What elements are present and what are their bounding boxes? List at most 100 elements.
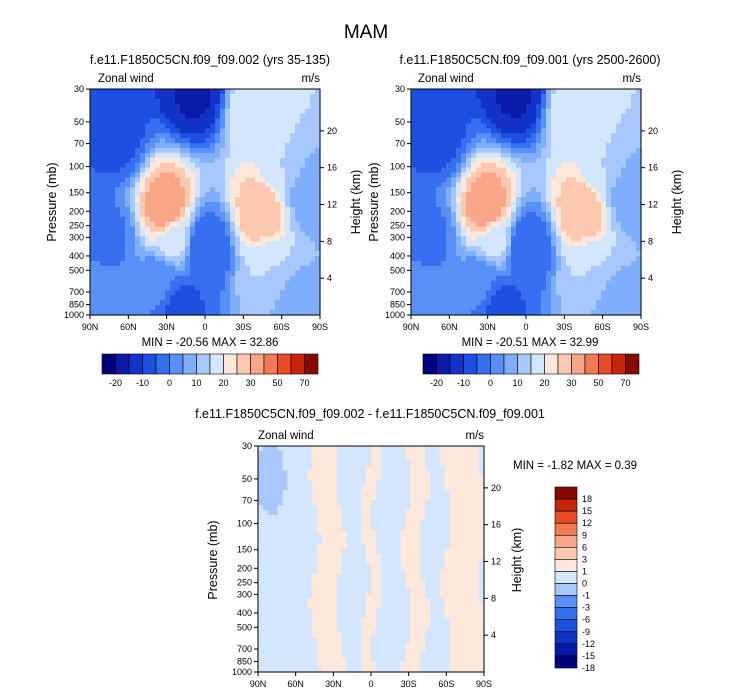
contour-cell — [451, 182, 457, 188]
contour-cell — [140, 172, 146, 179]
contour-cell — [300, 216, 306, 223]
contour-cell — [596, 89, 602, 95]
contour-cell — [282, 495, 289, 501]
contour-cell — [536, 89, 542, 95]
contour-cell — [290, 246, 296, 252]
contour-cell — [180, 152, 186, 159]
contour-cell — [110, 128, 116, 134]
contour-cell — [115, 138, 121, 144]
panel1-left-label: Zonal wind — [98, 73, 154, 85]
contour-cell — [258, 598, 264, 604]
contour-cell — [511, 93, 517, 100]
contour-cell — [541, 226, 547, 233]
contour-cell — [282, 490, 289, 496]
contour-cell — [431, 177, 437, 183]
contour-cell — [581, 305, 587, 311]
contour-cell — [210, 108, 216, 115]
contour-cell — [115, 211, 121, 218]
contour-cell — [436, 270, 442, 277]
contour-cell — [262, 637, 269, 644]
contour-cell — [285, 216, 291, 223]
contour-cell — [556, 270, 562, 277]
contour-cell — [556, 98, 562, 105]
contour-cell — [315, 310, 321, 316]
contour-cell — [551, 143, 557, 149]
contour-cell — [566, 128, 572, 134]
contour-cell — [267, 504, 274, 511]
contour-cell — [466, 157, 472, 164]
colorbar-swatch — [223, 353, 238, 375]
contour-cell — [195, 231, 201, 237]
contour-cell — [250, 260, 256, 267]
contour-cell — [205, 143, 211, 149]
contour-cell — [302, 504, 308, 511]
contour-cell — [135, 295, 141, 301]
contour-cell — [200, 152, 206, 159]
contour-cell — [290, 216, 296, 223]
contour-cell — [476, 300, 482, 306]
contour-cell — [606, 226, 612, 233]
contour-cell — [626, 270, 632, 277]
contour-cell — [471, 147, 477, 154]
contour-cell — [245, 226, 251, 233]
contour-cell — [307, 504, 313, 511]
contour-cell — [165, 98, 171, 105]
contour-cell — [315, 98, 321, 105]
contour-cell — [95, 246, 101, 252]
contour-cell — [130, 187, 136, 193]
contour-cell — [486, 157, 492, 164]
contour-cell — [461, 123, 467, 129]
contour-cell — [170, 197, 176, 203]
contour-cell — [316, 544, 323, 550]
contour-cell — [531, 206, 537, 213]
contour-cell — [260, 202, 266, 208]
contour-cell — [302, 568, 308, 575]
contour-cell — [292, 534, 298, 540]
contour-cell — [170, 310, 176, 316]
contour-cell — [200, 206, 206, 213]
contour-cell — [591, 113, 597, 120]
contour-cell — [287, 485, 293, 491]
contour-cell — [431, 167, 437, 174]
contour-cell — [451, 157, 457, 164]
contour-cell — [105, 152, 111, 159]
contour-cell — [185, 113, 191, 120]
contour-cell — [270, 172, 276, 179]
contour-cell — [310, 197, 316, 203]
contour-cell — [258, 622, 264, 629]
contour-cell — [140, 231, 146, 237]
contour-cell — [165, 221, 171, 228]
contour-cell — [431, 123, 437, 129]
contour-cell — [90, 231, 96, 237]
contour-cell — [576, 256, 582, 262]
contour-cell — [312, 598, 318, 604]
contour-cell — [421, 295, 427, 301]
contour-cell — [250, 143, 256, 149]
contour-cell — [265, 177, 271, 183]
contour-cell — [130, 295, 136, 301]
contour-cell — [100, 89, 106, 95]
contour-cell — [601, 147, 607, 154]
contour-cell — [541, 103, 547, 110]
contour-cell — [282, 544, 289, 550]
contour-cell — [280, 113, 286, 120]
contour-cell — [295, 202, 301, 208]
contour-cell — [561, 143, 567, 149]
contour-cell — [566, 211, 572, 218]
contour-cell — [461, 98, 467, 105]
contour-cell — [576, 241, 582, 247]
contour-cell — [90, 241, 96, 247]
contour-cell — [150, 290, 156, 296]
contour-cell — [576, 285, 582, 292]
contour-cell — [205, 285, 211, 292]
contour-cell — [531, 226, 537, 233]
contour-cell — [636, 256, 642, 262]
contour-cell — [235, 123, 241, 129]
contour-cell — [411, 270, 417, 277]
contour-cell — [245, 310, 251, 316]
contour-cell — [561, 202, 567, 208]
contour-cell — [421, 118, 427, 124]
contour-cell — [471, 162, 477, 169]
contour-cell — [456, 300, 462, 306]
contour-cell — [280, 265, 286, 272]
